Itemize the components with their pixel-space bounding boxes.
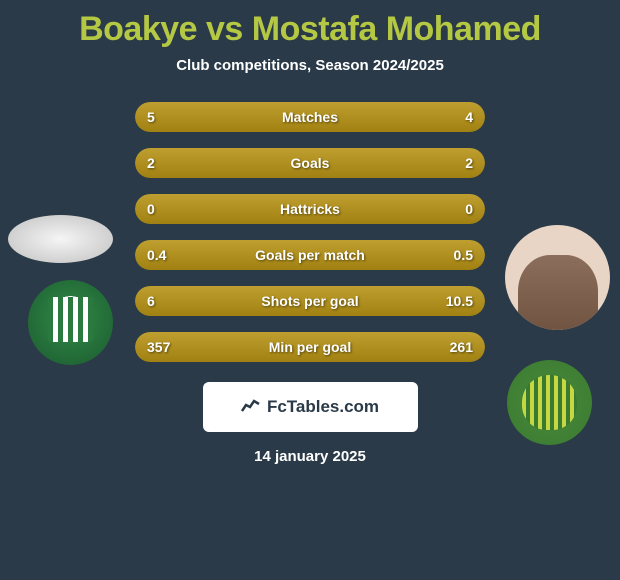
club-right-badge	[507, 360, 592, 445]
stat-value-right: 261	[450, 339, 473, 355]
stat-bar-right	[310, 148, 485, 178]
watermark-text: FcTables.com	[267, 397, 379, 417]
watermark: FcTables.com	[203, 382, 418, 432]
stat-row: 6 10.5 Shots per goal	[135, 286, 485, 316]
stat-bar-left	[135, 148, 310, 178]
stat-row: 0 0 Hattricks	[135, 194, 485, 224]
stat-row: 5 4 Matches	[135, 102, 485, 132]
stat-label: Matches	[282, 109, 338, 125]
stat-label: Min per goal	[269, 339, 351, 355]
page-title: Boakye vs Mostafa Mohamed	[0, 10, 620, 49]
club-left-badge-inner	[48, 297, 93, 342]
bars-container: 5 4 Matches 2 2 Goals 0 0 Hattricks 0.4 0.5 Goals p…	[135, 102, 485, 378]
chart-icon	[241, 397, 261, 418]
stat-row: 2 2 Goals	[135, 148, 485, 178]
stat-value-left: 2	[147, 155, 155, 171]
stat-label: Goals per match	[255, 247, 365, 263]
stat-value-left: 357	[147, 339, 170, 355]
chart-area: 5 4 Matches 2 2 Goals 0 0 Hattricks 0.4 0.5 Goals p…	[0, 102, 620, 362]
stat-value-right: 0	[465, 201, 473, 217]
comparison-infographic: Boakye vs Mostafa Mohamed Club competiti…	[0, 0, 620, 580]
stat-value-right: 0.5	[454, 247, 473, 263]
stat-bar-right	[330, 102, 485, 132]
stat-value-left: 5	[147, 109, 155, 125]
subtitle: Club competitions, Season 2024/2025	[0, 57, 620, 74]
stat-label: Hattricks	[280, 201, 340, 217]
player-right-avatar	[505, 225, 610, 330]
club-right-badge-inner	[522, 375, 577, 430]
stat-value-left: 6	[147, 293, 155, 309]
club-left-badge	[28, 280, 113, 365]
date-label: 14 january 2025	[0, 448, 620, 465]
player-left-avatar	[8, 215, 113, 263]
player-right-face	[518, 255, 598, 330]
stat-label: Goals	[291, 155, 330, 171]
stat-value-left: 0.4	[147, 247, 166, 263]
stat-row: 357 261 Min per goal	[135, 332, 485, 362]
stat-label: Shots per goal	[261, 293, 358, 309]
stat-value-right: 2	[465, 155, 473, 171]
stat-value-left: 0	[147, 201, 155, 217]
stat-value-right: 4	[465, 109, 473, 125]
stat-value-right: 10.5	[446, 293, 473, 309]
stat-row: 0.4 0.5 Goals per match	[135, 240, 485, 270]
